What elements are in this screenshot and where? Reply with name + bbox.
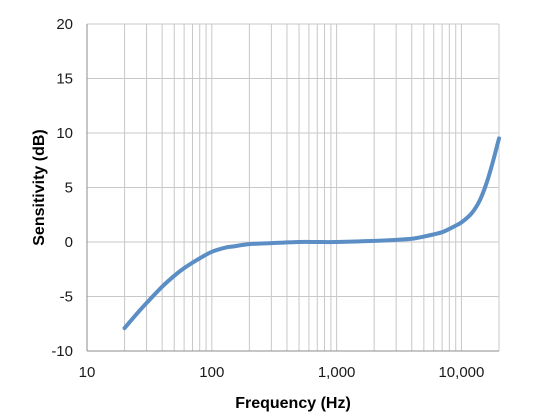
- y-tick-label: 0: [65, 234, 73, 251]
- grid: [86, 23, 500, 352]
- x-tick-label: 10,000: [438, 364, 484, 381]
- x-tick-label: 100: [199, 364, 224, 381]
- y-tick-label: 15: [56, 71, 73, 88]
- y-tick-label: -10: [51, 343, 73, 360]
- x-tick-label: 10: [79, 364, 96, 381]
- y-tick-label: -5: [60, 289, 73, 306]
- y-tick-label: 5: [65, 180, 73, 197]
- x-tick-label: 1,000: [318, 364, 356, 381]
- y-axis-title: Sensitivity (dB): [31, 129, 48, 245]
- x-tick-labels: 10 100 1,000 10,000: [79, 364, 485, 381]
- y-tick-labels: -10 -5 0 5 10 15 20: [51, 16, 73, 360]
- y-tick-label: 20: [56, 16, 73, 33]
- x-axis-title: Frequency (Hz): [235, 395, 351, 412]
- series-line: [122, 136, 501, 331]
- series-layer: [122, 136, 501, 331]
- y-tick-label: 10: [56, 125, 73, 142]
